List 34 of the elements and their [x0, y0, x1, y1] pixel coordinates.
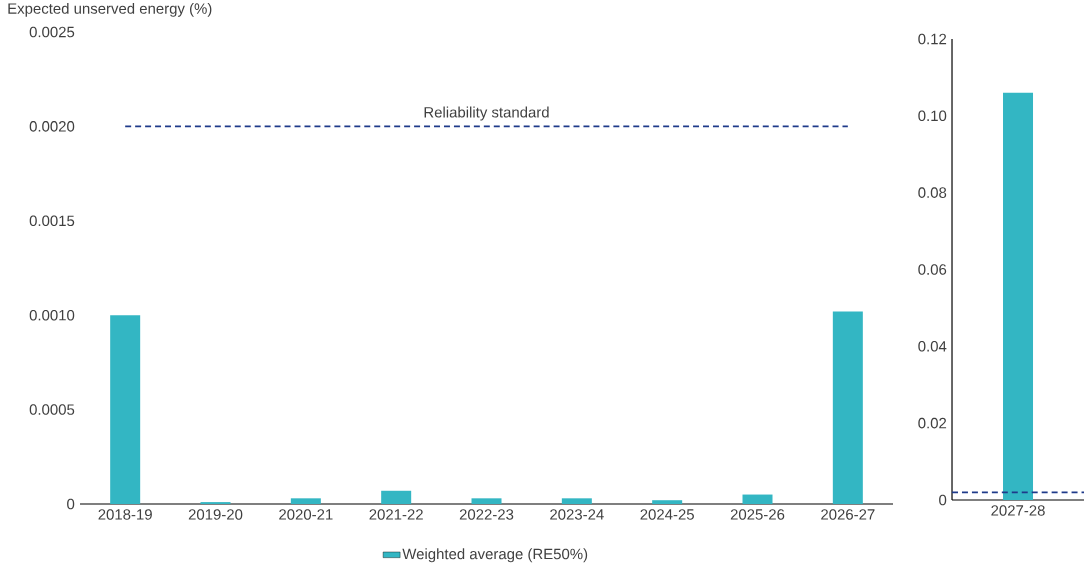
ref-line-label: Reliability standard [424, 106, 549, 121]
y-tick-label: 0 [939, 494, 947, 506]
x-tick-label: 2021-22 [369, 509, 423, 520]
y-tick-label: 0.10 [918, 110, 947, 122]
y-axis-title: Expected unserved energy (%) [8, 2, 212, 17]
bar [561, 498, 592, 504]
x-tick-label: 2024-25 [640, 509, 694, 520]
bar [652, 500, 683, 504]
y-tick-label: 0 [67, 498, 75, 510]
bar [110, 315, 141, 504]
x-tick-label: 2025-26 [730, 509, 785, 520]
bar [832, 311, 863, 504]
x-tick-label: 2022-23 [459, 509, 514, 520]
x-tick-label: 2026-27 [821, 509, 875, 520]
y-tick-label: 0.0005 [29, 404, 75, 415]
y-tick-label: 0.0010 [29, 309, 75, 321]
x-tick-label: 2018-19 [98, 509, 152, 520]
bar [742, 494, 773, 504]
bar [290, 498, 321, 504]
bar [381, 490, 412, 504]
y-tick-label: 0.12 [918, 33, 947, 45]
y-tick-label: 0.0025 [29, 26, 75, 38]
x-tick-label: 2023-24 [550, 509, 604, 520]
y-tick-label: 0.04 [918, 341, 947, 352]
y-tick-label: 0.02 [918, 417, 947, 429]
y-tick-label: 0.08 [918, 187, 947, 198]
x-tick-label: 2020-21 [279, 509, 333, 520]
y-tick-label: 0.0015 [29, 215, 75, 227]
bar [471, 498, 502, 504]
y-tick-label: 0.0020 [29, 121, 75, 132]
x-tick-label: 2019-20 [188, 509, 243, 520]
y-tick-label: 0.06 [918, 264, 947, 275]
x-tick-label: 2027-28 [991, 505, 1045, 516]
legend-label: Weighted average (RE50%) [402, 548, 588, 563]
